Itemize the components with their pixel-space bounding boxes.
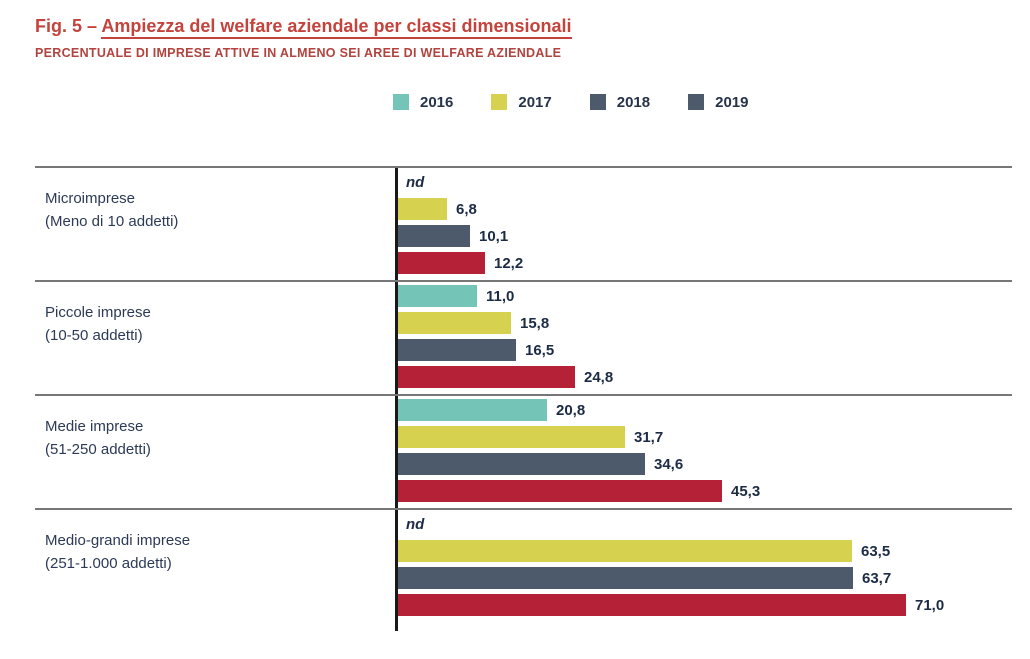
value-label: 15,8 <box>520 314 550 332</box>
figure-title-prefix: Fig. 5 – <box>35 16 102 36</box>
bar-2019 <box>398 252 485 274</box>
value-label: 20,8 <box>556 401 586 419</box>
bar-2019 <box>398 594 906 616</box>
bar-row: 20,8 <box>398 399 1012 421</box>
legend-item-2017: 2017 <box>491 93 552 111</box>
bar-2018 <box>398 225 470 247</box>
legend-item-2019: 2019 <box>688 93 749 111</box>
figure-title: Fig. 5 – Ampiezza del welfare aziendale … <box>35 16 1030 39</box>
value-label: 10,1 <box>479 227 509 245</box>
legend-swatch-2018 <box>589 94 606 110</box>
bar-row: 63,7 <box>398 567 1012 589</box>
figure-title-main: Ampiezza del welfare aziendale per class… <box>101 16 572 39</box>
bar-row: 11,0 <box>398 285 1012 307</box>
value-label: 12,2 <box>494 254 524 272</box>
bar-2016 <box>398 285 477 307</box>
bar-2017 <box>398 540 852 562</box>
bar-area: nd 6,8 10,1 12,2 <box>395 168 1012 280</box>
nd-label: nd <box>406 173 425 191</box>
bar-row: 31,7 <box>398 426 1012 448</box>
value-label: 45,3 <box>731 482 761 500</box>
legend-label: 2018 <box>616 93 651 111</box>
category-detail: (51-250 addetti) <box>45 440 151 458</box>
bar-row: 10,1 <box>398 225 1012 247</box>
category-label: Medie imprese (51-250 addetti) <box>35 396 395 508</box>
bar-2017 <box>398 426 625 448</box>
legend-label: 2017 <box>518 93 552 111</box>
chart-group: Medio-grandi imprese (251-1.000 addetti) n… <box>35 508 1012 631</box>
legend-item-2018: 2018 <box>589 93 651 111</box>
bar-2016 <box>398 399 547 421</box>
category-detail: (Meno di 10 addetti) <box>45 212 179 230</box>
value-label: 71,0 <box>915 596 945 614</box>
chart-group: Medie imprese (51-250 addetti) 20,8 31,7 34,… <box>35 394 1012 508</box>
figure-subtitle: PERCENTUALE DI IMPRESE ATTIVE IN ALMENO … <box>35 46 562 60</box>
bar-row: 12,2 <box>398 252 1012 274</box>
legend-swatch-2019 <box>688 94 705 110</box>
bar-row: nd <box>398 513 1012 535</box>
value-label: 34,6 <box>654 455 684 473</box>
value-label: 63,7 <box>862 569 892 587</box>
chart-group: Piccole imprese (10-50 addetti) 11,0 15,8 16… <box>35 280 1012 394</box>
bar-row: 15,8 <box>398 312 1012 334</box>
chart: Microimprese (Meno di 10 addetti) nd 6,8 10,… <box>35 166 1012 631</box>
category-name: Medie imprese <box>45 418 144 435</box>
category-label: Microimprese (Meno di 10 addetti) <box>35 168 395 280</box>
legend-swatch-2016 <box>393 94 409 110</box>
category-name: Microimprese <box>45 190 136 207</box>
value-label: 6,8 <box>456 200 477 218</box>
legend-label: 2019 <box>715 93 749 111</box>
category-name: Medio-grandi imprese <box>45 532 191 549</box>
bar-2018 <box>398 567 853 589</box>
bar-area: nd 63,5 63,7 71,0 <box>395 510 1012 631</box>
bar-2019 <box>398 480 722 502</box>
bar-2018 <box>398 339 516 361</box>
category-label: Piccole imprese (10-50 addetti) <box>35 282 395 394</box>
legend-item-2016: 2016 <box>393 94 453 111</box>
bar-area: 20,8 31,7 34,6 45,3 <box>395 396 1012 508</box>
bar-2018 <box>398 453 645 475</box>
category-detail: (251-1.000 addetti) <box>45 554 172 572</box>
bar-row: 45,3 <box>398 480 1012 502</box>
value-label: 11,0 <box>486 287 515 305</box>
category-detail: (10-50 addetti) <box>45 326 143 344</box>
bar-row: 34,6 <box>398 453 1012 475</box>
bar-row: 63,5 <box>398 540 1012 562</box>
bar-2019 <box>398 366 575 388</box>
value-label: 24,8 <box>584 368 614 386</box>
figure-page: Fig. 5 – Ampiezza del welfare aziendale … <box>35 16 1030 631</box>
category-name: Piccole imprese <box>45 304 151 321</box>
value-label: 63,5 <box>861 542 891 560</box>
nd-label: nd <box>406 515 425 533</box>
bar-2017 <box>398 198 447 220</box>
value-label: 31,7 <box>634 428 664 446</box>
bar-row: 24,8 <box>398 366 1012 388</box>
value-label: 16,5 <box>525 341 555 359</box>
chart-group: Microimprese (Meno di 10 addetti) nd 6,8 10,… <box>35 166 1012 280</box>
category-label: Medio-grandi imprese (251-1.000 addetti) <box>35 510 395 631</box>
chart-legend: 2016 2017 2018 2019 <box>393 92 1030 112</box>
bar-row: nd <box>398 171 1012 193</box>
legend-swatch-2017 <box>491 94 508 110</box>
bar-2017 <box>398 312 511 334</box>
bar-row: 6,8 <box>398 198 1012 220</box>
bar-row: 16,5 <box>398 339 1012 361</box>
legend-label: 2016 <box>420 93 454 111</box>
bar-area: 11,0 15,8 16,5 24,8 <box>395 282 1012 394</box>
bar-row: 71,0 <box>398 594 1012 616</box>
